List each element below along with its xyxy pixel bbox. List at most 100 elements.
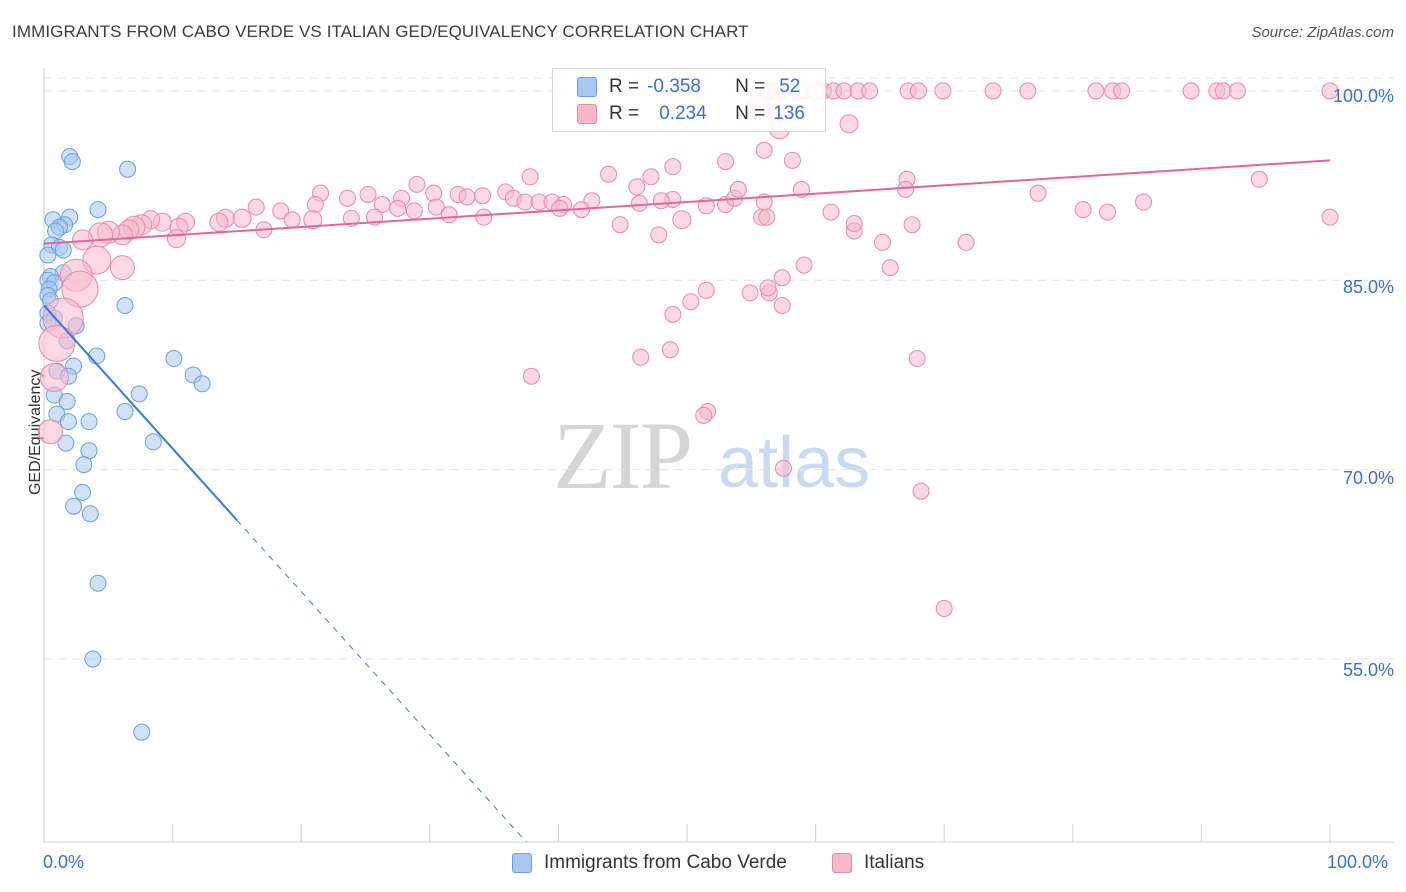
- italians-point: [283, 211, 301, 229]
- italians-point: [551, 199, 569, 217]
- italians-point: [881, 259, 899, 277]
- italians-point: [632, 348, 650, 366]
- italians-point: [697, 281, 715, 299]
- italians-point: [908, 350, 926, 368]
- italians-point: [1099, 203, 1117, 221]
- cabo-verde-point: [89, 574, 107, 592]
- italians-point: [306, 196, 324, 214]
- italians-point: [630, 194, 648, 212]
- cabo-verde-point: [193, 375, 211, 393]
- italians-point: [661, 341, 679, 359]
- italians-point: [247, 198, 265, 216]
- cabo-verde-point: [63, 153, 81, 171]
- italians-point: [664, 305, 682, 323]
- italians-point: [522, 367, 540, 385]
- cabo-verde-point: [130, 385, 148, 403]
- cabo-verde-point: [116, 297, 134, 315]
- italians-point: [682, 293, 700, 311]
- italians-point: [835, 82, 853, 100]
- italians-point: [845, 214, 863, 232]
- series-swatch-pink: [832, 853, 852, 873]
- legend-r-label: R =: [609, 76, 640, 97]
- legend-n-value: 136: [773, 103, 805, 124]
- italians-point: [759, 279, 777, 297]
- italians-point: [303, 210, 323, 230]
- cabo-verde-point: [80, 413, 98, 431]
- italians-point: [783, 151, 801, 169]
- italians-point: [458, 188, 476, 206]
- y-tick-label-70: 70.0%: [1342, 468, 1394, 488]
- italians-point: [672, 210, 692, 230]
- italians-point: [934, 82, 952, 100]
- italians-point: [935, 599, 953, 617]
- italians-point: [1228, 82, 1246, 100]
- italians-point: [628, 178, 646, 196]
- italians-point: [37, 419, 63, 445]
- italians-point: [1250, 170, 1268, 188]
- italians-point: [795, 256, 813, 274]
- italians-point: [873, 233, 891, 251]
- italians-point: [1087, 82, 1105, 100]
- legend-n-value: 52: [779, 76, 801, 97]
- italians-point: [642, 168, 660, 186]
- italians-point: [1321, 82, 1339, 100]
- cabo-verde-point: [133, 723, 151, 741]
- italians-point: [758, 208, 776, 226]
- italians-point: [903, 216, 921, 234]
- italians-point: [652, 192, 670, 210]
- italians-point: [1074, 201, 1092, 219]
- italians-point: [1113, 82, 1131, 100]
- italians-point: [232, 208, 252, 228]
- italians-point: [1321, 208, 1339, 226]
- legend-n-label: N =: [735, 103, 766, 124]
- italians-point: [912, 482, 930, 500]
- italians-point: [600, 165, 618, 183]
- cabo-verde-point: [65, 497, 83, 515]
- cabo-verde-point: [88, 347, 106, 365]
- italians-point: [342, 209, 360, 227]
- italians-point: [109, 255, 135, 281]
- legend-r-label: R =: [609, 103, 640, 124]
- italians-point: [425, 184, 443, 202]
- italians-point: [984, 82, 1002, 100]
- cabo-verde-point: [116, 403, 134, 421]
- watermark-zip: ZIP: [553, 402, 693, 509]
- italians-point: [1135, 193, 1153, 211]
- italians-point: [1214, 82, 1232, 100]
- italians-point: [839, 114, 859, 134]
- series-legend-italians[interactable]: Italians: [832, 852, 924, 874]
- series-legend: Immigrants from Cabo Verde Italians: [0, 852, 1406, 878]
- italians-point: [1019, 82, 1037, 100]
- chart-title: IMMIGRANTS FROM CABO VERDE VS ITALIAN GE…: [12, 22, 749, 41]
- legend-swatch-blue: [577, 77, 597, 97]
- cabo-verde-point: [75, 456, 93, 474]
- series-legend-cabo-verde[interactable]: Immigrants from Cabo Verde: [512, 852, 787, 874]
- cabo-verde-point: [74, 483, 92, 501]
- italians-point: [741, 284, 759, 302]
- legend-n-label: N =: [735, 76, 766, 97]
- italians-point: [729, 180, 747, 198]
- italians-point: [474, 187, 492, 205]
- y-tick-label-55: 55.0%: [1342, 660, 1394, 680]
- cabo-verde-point: [54, 241, 72, 259]
- italians-point: [774, 459, 792, 477]
- italians-point: [664, 158, 682, 176]
- italians-point: [389, 199, 407, 217]
- italians-point: [897, 180, 915, 198]
- cabo-verde-point: [39, 246, 57, 264]
- chart-source: Source: ZipAtlas.com: [1251, 24, 1394, 41]
- italians-point: [427, 198, 445, 216]
- italians-point: [516, 193, 534, 211]
- cabo-verde-point: [57, 434, 75, 452]
- italians-point: [717, 153, 735, 171]
- stats-legend: R = -0.358 N = 52 R = 0.234 N = 136: [552, 68, 826, 132]
- italians-point: [822, 203, 840, 221]
- italians-point: [359, 185, 377, 203]
- italians-point: [650, 226, 668, 244]
- italians-point: [861, 82, 879, 100]
- series-legend-label: Immigrants from Cabo Verde: [544, 852, 787, 873]
- italians-point: [38, 324, 76, 362]
- cabo-verde-point: [119, 160, 137, 178]
- cabo-verde-point: [81, 505, 99, 523]
- y-tick-label-100: 100.0%: [1332, 86, 1394, 106]
